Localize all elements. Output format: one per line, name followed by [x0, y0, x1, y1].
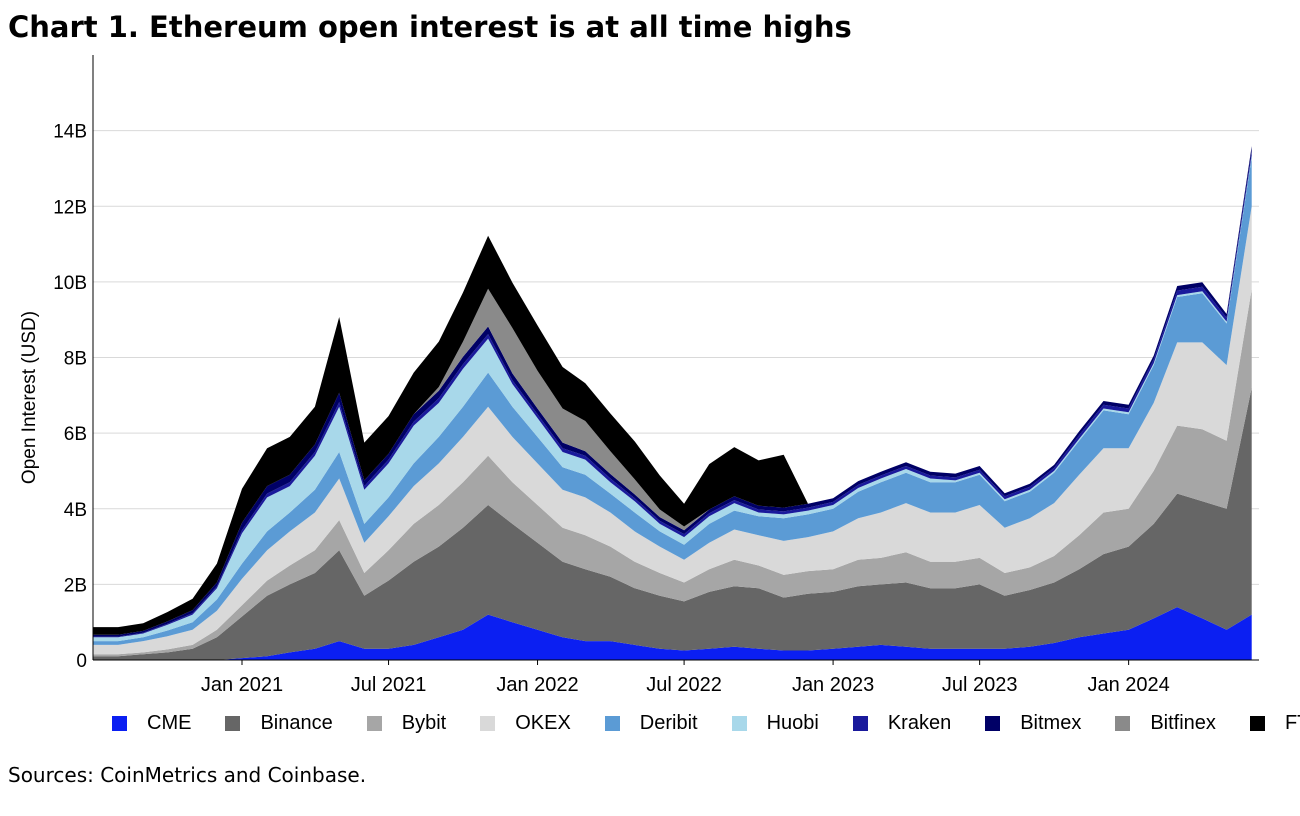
area-series-cme	[93, 607, 1252, 660]
axes	[92, 55, 1259, 661]
y-tick-label: 8B	[64, 349, 87, 370]
legend-item-bitmex: Bitmex	[985, 712, 1081, 735]
legend-swatch	[1115, 716, 1131, 731]
y-tick-labels: 0 2B 4B 6B 8B 10B 12B 14B	[53, 122, 87, 672]
legend-label: OKEX	[515, 712, 571, 734]
legend-item-cme: CME	[112, 712, 191, 735]
legend-item-bitfinex: Bitfinex	[1115, 712, 1216, 735]
legend-swatch	[225, 716, 241, 731]
y-tick-label: 14B	[53, 122, 87, 143]
legend-swatch	[366, 716, 382, 731]
legend-label: Deribit	[639, 712, 698, 734]
x-tick-label: Jan 2022	[496, 674, 578, 696]
area-series-okex	[93, 206, 1252, 655]
legend-label: Bitmex	[1020, 712, 1082, 734]
chart-title: Chart 1. Ethereum open interest is at al…	[8, 10, 852, 44]
legend-label: CME	[147, 712, 192, 734]
legend-item-deribit: Deribit	[604, 712, 698, 735]
legend-label: Kraken	[887, 712, 952, 734]
legend-item-ftx: FTX	[1249, 712, 1300, 735]
x-tick-labels: Jan 2021 Jul 2021 Jan 2022 Jul 2022 Jan 2023…	[201, 660, 1170, 696]
legend-label: Bitfinex	[1150, 712, 1216, 734]
legend-swatch	[1249, 716, 1265, 731]
legend-swatch	[604, 716, 620, 731]
x-tick-label: Jul 2022	[646, 674, 722, 696]
y-tick-label: 6B	[64, 424, 87, 445]
area-series-bybit	[93, 289, 1252, 657]
legend-label: Binance	[260, 712, 333, 734]
legend-item-binance: Binance	[225, 712, 333, 735]
legend-item-bybit: Bybit	[366, 712, 447, 735]
legend-swatch	[731, 716, 747, 731]
legend-swatch	[480, 716, 496, 731]
source-note: Sources: CoinMetrics and Coinbase.	[8, 763, 367, 787]
legend-label: Bybit	[401, 712, 447, 734]
legend-label: Huobi	[766, 712, 819, 734]
y-axis-label: Open Interest (USD)	[19, 311, 40, 484]
legend: CME Binance Bybit OKEX Deribit Huobi Kraken Bit…	[112, 712, 1300, 735]
area-series-binance	[93, 387, 1252, 660]
legend-label: FTX	[1284, 712, 1300, 734]
legend-swatch	[112, 716, 127, 731]
area-series-deribit	[93, 157, 1252, 645]
y-tick-label: 2B	[64, 575, 87, 596]
x-tick-label: Jul 2021	[351, 674, 427, 696]
y-tick-label: 10B	[53, 273, 87, 294]
x-tick-label: Jan 2024	[1087, 674, 1169, 696]
x-tick-label: Jan 2023	[792, 674, 874, 696]
legend-item-huobi: Huobi	[731, 712, 819, 735]
legend-swatch	[985, 716, 1001, 731]
area-series-ftx	[93, 146, 1252, 635]
y-tick-label: 12B	[53, 197, 87, 218]
stacked-areas	[93, 146, 1252, 660]
y-tick-label: 4B	[64, 500, 87, 521]
legend-swatch	[852, 716, 868, 731]
y-tick-label: 0	[76, 651, 87, 672]
legend-item-kraken: Kraken	[852, 712, 952, 735]
x-tick-label: Jul 2023	[942, 674, 1018, 696]
x-tick-label: Jan 2021	[201, 674, 283, 696]
legend-item-okex: OKEX	[480, 712, 571, 735]
